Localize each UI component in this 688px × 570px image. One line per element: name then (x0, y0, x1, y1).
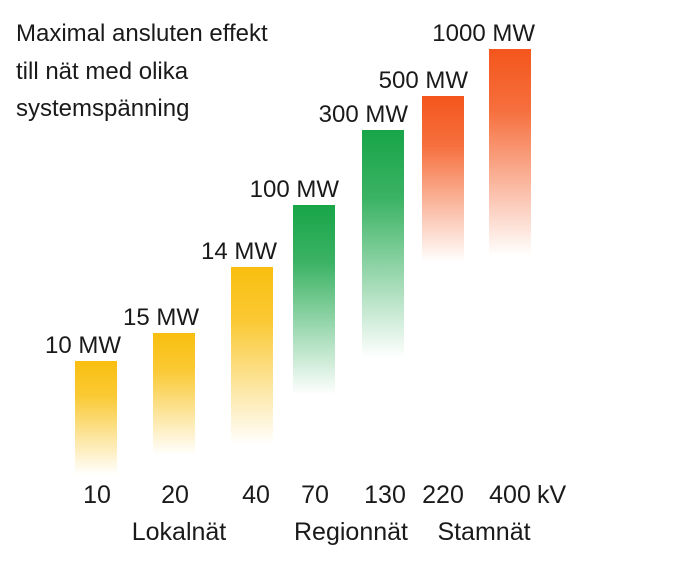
value-label-40-kv: 14 MW (201, 238, 277, 265)
tick-label-400: 400 (489, 481, 531, 509)
value-label-10-kv: 10 MW (45, 332, 121, 359)
tick-label-40: 40 (242, 481, 270, 509)
value-label-220-kv: 500 MW (379, 67, 469, 94)
bar-70-kv (293, 205, 335, 395)
tick-label-10: 10 (83, 481, 111, 509)
value-label-20-kv: 15 MW (123, 304, 199, 331)
bar-20-kv (153, 333, 195, 455)
chart-title-line-1: Maximal ansluten effekt (16, 20, 268, 47)
bars-layer (75, 49, 531, 475)
chart-title-line-2: till nät med olika (16, 58, 189, 85)
group-labels-layer: Lokalnät Regionnät Stamnät (132, 518, 531, 546)
group-label-1: Regionnät (294, 518, 408, 546)
unit-label: kV (537, 481, 567, 509)
bar-130-kv (362, 130, 404, 358)
tick-label-130: 130 (364, 481, 406, 509)
group-label-0: Lokalnät (132, 518, 227, 546)
value-label-130-kv: 300 MW (319, 101, 409, 128)
tick-label-70: 70 (301, 481, 329, 509)
tick-label-220: 220 (422, 481, 464, 509)
value-label-70-kv: 100 MW (250, 176, 340, 203)
group-label-2: Stamnät (437, 518, 530, 546)
bar-40-kv (231, 267, 273, 445)
tick-labels-layer: 10 20 40 70 130 220 400 (83, 481, 531, 509)
bar-10-kv (75, 361, 117, 475)
tick-label-20: 20 (161, 481, 189, 509)
bar-400-kv (489, 49, 531, 256)
bar-220-kv (422, 96, 464, 262)
chart-title-line-3: systemspänning (16, 95, 189, 122)
value-label-400-kv: 1000 MW (432, 20, 535, 47)
